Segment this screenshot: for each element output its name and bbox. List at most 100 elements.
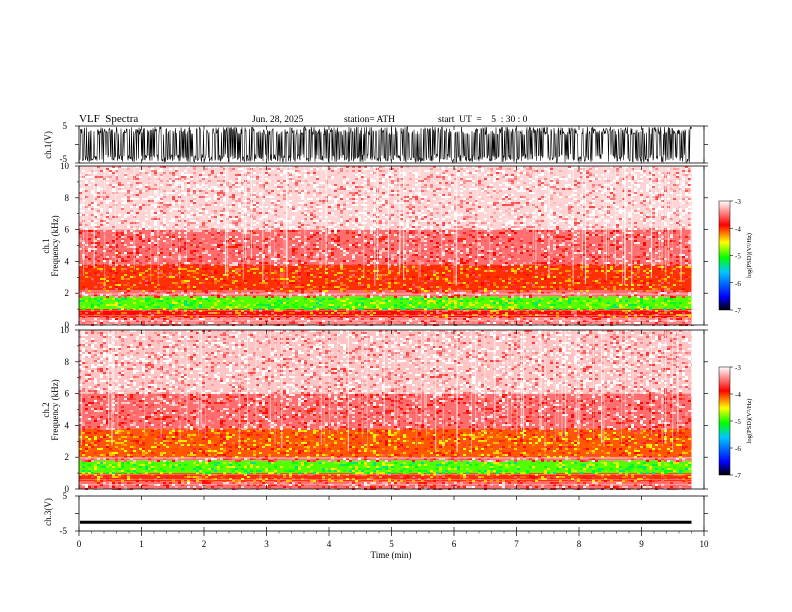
spectrogram-cell [205,268,208,270]
spectrogram-cell [175,200,178,202]
spectrogram-cell [121,234,124,236]
spectrogram-cell [448,248,451,250]
spectrogram-cell [457,226,460,228]
spectrogram-cell [202,276,205,278]
spectrogram-cell [448,302,451,304]
spectrogram-cell [181,182,184,184]
spectrogram-cell [313,296,316,298]
spectrogram-cell [79,174,82,176]
spectrogram-cell [232,246,235,248]
spectrogram-cell [319,300,322,302]
spectrogram-cell [382,196,385,198]
spectrogram-cell [385,216,388,218]
spectrogram-cell [205,226,208,228]
spectrogram-cell [163,278,166,280]
spectrogram-cell [94,236,97,238]
spectrogram-cell [160,272,163,274]
spectrogram-cell [307,190,310,192]
spectrogram-cell [193,182,196,184]
spectrogram-cell [424,322,427,324]
spectrogram-cell [175,166,178,168]
spectrogram-cell [112,278,115,280]
spectrogram-cell [352,198,355,200]
spectrogram-cell [502,182,505,184]
spectrogram-cell [187,304,190,306]
spectrogram-cell [142,168,145,170]
spectrogram-cell [466,282,469,284]
spectrogram-cell [181,282,184,284]
spectrogram-cell [145,224,148,226]
spectrogram-cell [130,206,133,208]
spectrogram-cell [223,274,226,276]
spectrogram-cell [334,288,337,290]
spectrogram-cell [139,252,142,254]
spectrogram-cell [319,192,322,194]
spectrogram-cell [415,200,418,202]
spectrogram-cell [502,264,505,266]
spectrogram-cell [130,238,133,240]
spectrogram-cell [436,254,439,256]
spectrogram-cell [166,230,169,232]
spectrogram-cell [427,284,430,286]
spectrogram-cell [94,226,97,228]
spectrogram-cell [349,310,352,312]
spectrogram-cell [319,228,322,230]
spectrogram-cell [184,246,187,248]
spectrogram-cell [484,302,487,304]
spectrogram-cell [253,268,256,270]
spectrogram-cell [214,284,217,286]
spectrogram-cell [160,270,163,272]
spectrogram-cell [142,246,145,248]
spectrogram-cell [157,170,160,172]
spectrogram-cell [172,308,175,310]
spectrogram-cell [97,190,100,192]
spectrogram-cell [280,182,283,184]
spectrogram-cell [367,272,370,274]
spectrogram-cell [247,184,250,186]
spectrogram-cell [118,232,121,234]
spectrogram-cell [220,192,223,194]
spectrogram-cell [280,286,283,288]
spectrogram-cell [493,290,496,292]
spectrogram-cell [355,246,358,248]
spectrogram-cell [448,188,451,190]
spectrogram-cell [415,244,418,246]
spectrogram-cell [130,320,133,322]
spectrogram-cell [499,252,502,254]
spectrogram-cell [364,306,367,308]
spectrogram-cell [301,264,304,266]
spectrogram-cell [484,196,487,198]
spectrogram-cell [220,284,223,286]
spectrogram-cell [202,238,205,240]
spectrogram-cell [100,188,103,190]
spectrogram-cell [151,218,154,220]
spectrogram-cell [409,238,412,240]
spectrogram-cell [442,230,445,232]
spectrogram-cell [91,192,94,194]
spectrogram-cell [130,226,133,228]
spectrogram-cell [172,234,175,236]
spectrogram-cell [346,278,349,280]
spectrogram-cell [277,268,280,270]
spectrogram-cell [205,264,208,266]
spectrogram-cell [85,184,88,186]
spectrogram-cell [238,176,241,178]
spectrogram-cell [382,308,385,310]
spectrogram-cell [484,290,487,292]
spectrogram-cell [316,176,319,178]
spectrogram-cell [112,204,115,206]
spectrogram-cell [127,222,130,224]
spectrogram-cell [340,224,343,226]
spectrogram-cell [322,254,325,256]
spectrogram-cell [139,308,142,310]
spectrogram-cell [184,252,187,254]
spectrogram-cell [307,184,310,186]
spectrogram-cell [451,296,454,298]
spectrogram-cell [139,172,142,174]
spectrogram-cell [505,222,508,224]
spectrogram-cell [358,284,361,286]
spectrogram-cell [304,196,307,198]
spectrogram-cell [97,216,100,218]
spectrogram-cell [352,258,355,260]
spectrogram-cell [463,242,466,244]
